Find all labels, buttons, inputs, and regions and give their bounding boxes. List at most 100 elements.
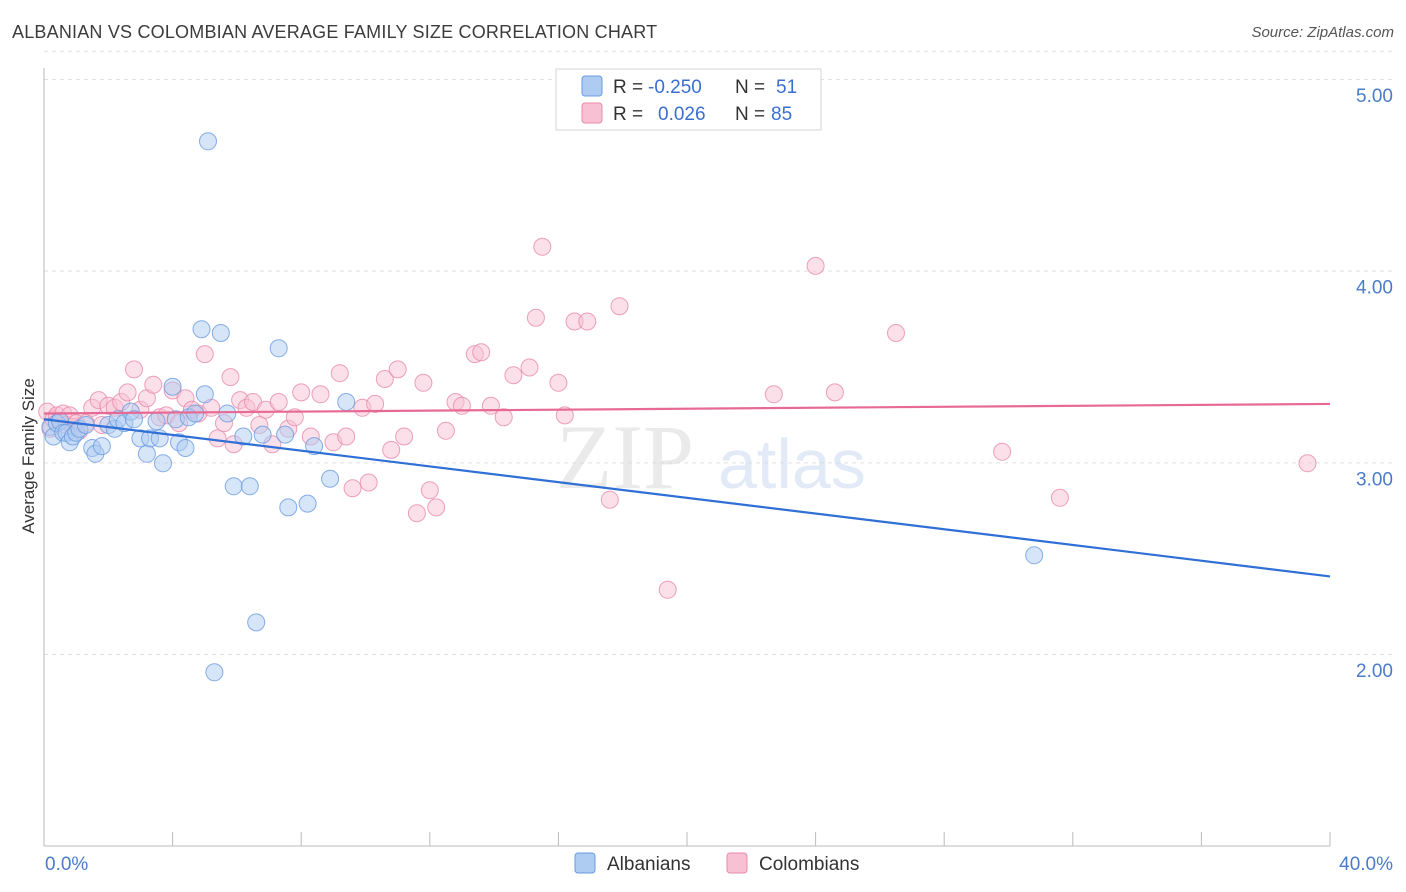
colombian-point [375,370,394,388]
colombians-trend-line [43,402,1331,415]
albanian-point [1025,546,1044,565]
colombian-point [494,408,513,427]
x-ticks [43,832,1331,846]
albanian-point [269,339,288,358]
legend-n-value-colombians: 85 [771,104,792,125]
albanian-point [154,454,172,473]
colombian-point [533,237,552,256]
albanian-point [92,437,111,456]
albanian-point [205,663,224,682]
colombian-point [658,580,677,599]
legend-n-label-albanians: N = [735,77,765,98]
y-tick-label: 2.00 [1356,661,1393,682]
albanian-point [276,425,295,444]
colombian-point [407,504,426,523]
albanian-point [147,412,166,431]
colombian-point [414,373,433,392]
colombian-point [600,490,619,509]
trend-lines [43,402,1331,578]
colombian-point [427,498,446,517]
albanian-point [234,427,253,446]
colombian-point [555,406,574,425]
colombian-point [1050,488,1069,507]
x-tick-label-max: 40.0% [1339,854,1393,875]
colombian-point [221,368,240,387]
colombian-point [452,396,471,415]
albanian-point [192,320,211,339]
series-swatch-colombians [726,852,748,874]
albanian-point [176,439,195,457]
legend-r-value-albanians: -0.250 [648,77,702,98]
albanian-point [247,613,266,632]
series-legend: Albanians Colombians [574,852,859,875]
albanian-point [137,444,156,463]
colombian-point [382,440,401,459]
colombian-point [144,375,163,394]
albanian-point [224,477,243,496]
albanian-point [163,377,182,396]
colombian-point [195,345,214,364]
albanians-points [41,132,1044,682]
watermark-atlas: atlas [718,425,866,503]
colombian-point [359,473,378,492]
colombian-point [395,427,414,446]
albanian-point [321,469,340,488]
y-axis-label: Average Family Size [19,378,38,534]
legend-swatch-albanians [581,75,603,97]
colombian-point [366,394,385,413]
y-tick-label: 4.00 [1356,278,1393,299]
colombian-point [764,385,783,404]
albanian-point [211,324,230,342]
y-tick-labels: 2.00 3.00 4.00 5.00 [1356,86,1393,682]
colombian-point [285,408,304,427]
colombian-point [436,421,455,440]
colombian-point [825,383,844,402]
colombian-point [118,383,137,402]
colombian-point [1298,454,1317,473]
albanian-point [240,477,259,496]
albanians-trend-line [43,418,1331,578]
albanian-point [199,132,217,151]
albanian-point [218,404,237,423]
chart-title: ALBANIAN VS COLOMBIAN AVERAGE FAMILY SIZ… [12,22,658,42]
colombian-point [330,364,349,383]
colombian-point [311,385,330,404]
colombian-point [610,297,629,316]
colombian-point [887,324,905,342]
colombians-points [38,237,1317,599]
legend-n-value-albanians: 51 [776,77,797,98]
y-tick-label: 5.00 [1356,86,1393,107]
albanian-point [195,385,214,404]
albanian-point [298,494,317,513]
colombian-point [337,427,356,446]
colombian-point [526,308,545,327]
colombian-point [520,358,539,377]
x-tick-label-min: 0.0% [45,854,88,875]
colombian-point [549,373,568,392]
colombian-point [125,360,143,379]
series-swatch-albanians [574,852,596,874]
legend-r-label-albanians: R = [613,77,643,98]
series-label-colombians: Colombians [759,854,859,875]
colombian-point [269,393,288,411]
colombian-point [993,442,1012,461]
correlation-legend: R = -0.250 N = 51 R = 0.026 N = 85 [555,68,822,131]
colombian-point [292,383,311,402]
colombian-point [806,256,825,275]
colombian-point [504,366,523,385]
legend-r-label-colombians: R = [613,104,643,125]
colombian-point [208,429,227,448]
watermark-zip: ZIP [556,406,694,508]
albanian-point [253,425,272,444]
albanian-point [125,410,143,429]
legend-n-label-colombians: N = [735,104,765,125]
albanian-point [337,393,356,411]
colombian-point [388,360,407,379]
y-tick-label: 3.00 [1356,469,1393,490]
albanian-point [279,498,298,517]
colombian-point [420,481,439,500]
colombian-point [578,312,597,331]
source-credit: Source: ZipAtlas.com [1251,24,1394,41]
colombian-point [472,343,491,362]
